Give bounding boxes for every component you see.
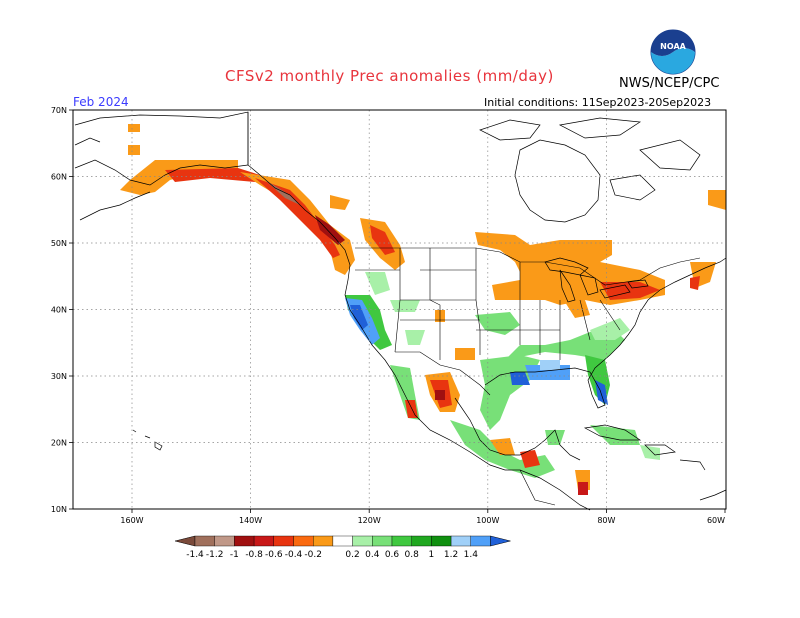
lon-label: 140W <box>239 516 262 525</box>
colorbar-label: 1.2 <box>444 550 458 560</box>
initial-conditions: Initial conditions: 11Sep2023-20Sep2023 <box>484 96 712 109</box>
lon-label: 120W <box>358 516 381 525</box>
map-title: CFSv2 monthly Prec anomalies (mm/day) <box>225 67 554 85</box>
colorbar-segment <box>273 535 294 547</box>
lat-label: 60N <box>51 173 67 182</box>
colorbar-label: 0.4 <box>365 550 380 560</box>
colorbar-label: 0.2 <box>345 550 359 560</box>
map-border <box>72 109 727 510</box>
colorbar-segment <box>332 535 353 547</box>
agency-label: NWS/NCEP/CPC <box>619 76 720 91</box>
colorbar-segment <box>470 535 491 547</box>
colorbar-label: 0.6 <box>385 550 400 560</box>
colorbar-segment <box>352 535 373 547</box>
axis-labels: 70N 60N 50N 40N 30N 20N 10N 160W 140W 120W 100W 80W… <box>51 106 725 525</box>
noaa-logo-icon: NOAA <box>650 29 696 75</box>
colorbar-segment <box>234 535 255 547</box>
colorbar-segment <box>431 535 452 547</box>
graticule <box>69 109 726 513</box>
lat-label: 40N <box>51 306 67 315</box>
colorbar-segment <box>391 535 412 547</box>
colorbar-label: -1 <box>230 550 239 560</box>
lon-label: 160W <box>120 516 143 525</box>
colorbar-label: -0.2 <box>304 550 322 560</box>
colorbar: -1.4 -1.2 -1 -0.8 -0.6 -0.4 -0.2 0.2 0.4 0.6 0.8 1 1… <box>174 535 511 560</box>
colorbar-label: 1 <box>429 550 435 560</box>
colorbar-segment <box>253 535 275 547</box>
colorbar-segment <box>214 535 235 547</box>
colorbar-segment <box>293 535 314 547</box>
colorbar-label: -1.4 <box>186 550 204 560</box>
colorbar-segment <box>313 535 334 547</box>
lat-label: 10N <box>51 505 67 514</box>
lon-label: 80W <box>597 516 615 525</box>
lon-label: 60W <box>707 516 725 525</box>
political-borders <box>247 112 701 506</box>
lon-label: 100W <box>476 516 499 525</box>
logo-text: NOAA <box>660 42 686 51</box>
colorbar-segment <box>411 535 432 547</box>
lat-label: 30N <box>51 372 67 381</box>
colorbar-segment <box>372 535 393 547</box>
colorbar-label: -1.2 <box>206 550 224 560</box>
colorbar-label: 1.4 <box>464 550 479 560</box>
colorbar-label: -0.8 <box>245 550 263 560</box>
colorbar-label: 0.8 <box>405 550 420 560</box>
colorbar-segment <box>450 535 472 547</box>
lat-label: 20N <box>51 439 67 448</box>
colorbar-high-arrow <box>490 535 511 547</box>
colorbar-low-arrow <box>174 535 196 547</box>
colorbar-segment <box>194 535 215 547</box>
colorbar-label: -0.6 <box>265 550 283 560</box>
lat-label: 50N <box>51 239 67 248</box>
colorbar-label: -0.4 <box>285 550 303 560</box>
lat-label: 70N <box>51 106 67 115</box>
forecast-month: Feb 2024 <box>73 95 129 109</box>
